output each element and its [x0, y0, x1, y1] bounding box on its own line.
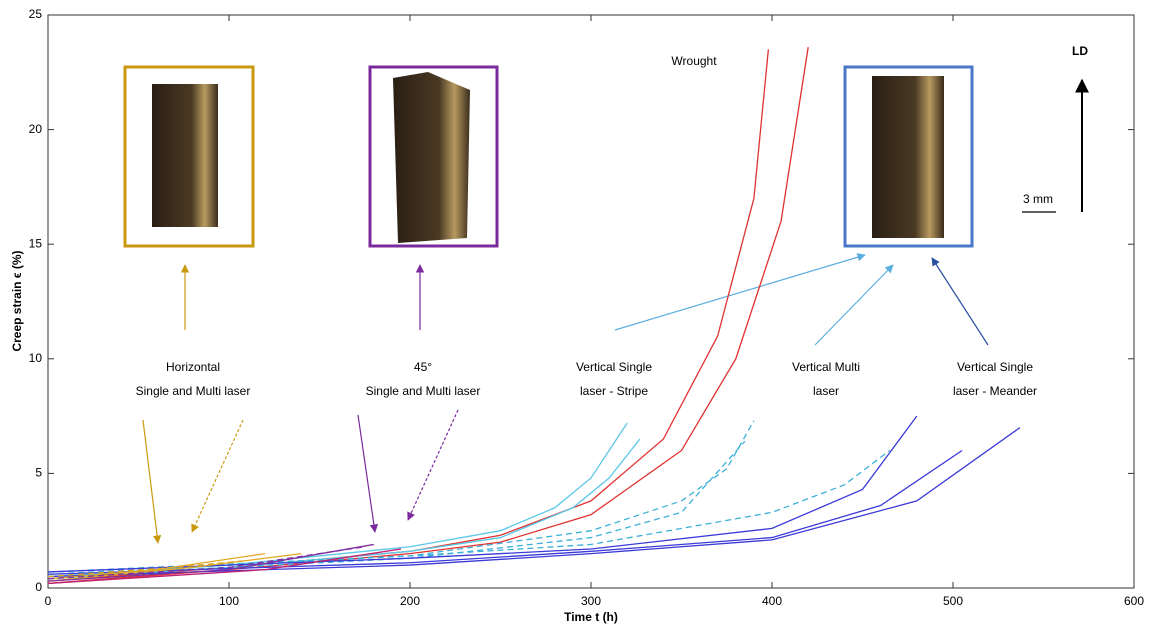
annotation: Vertical Multi	[792, 360, 860, 374]
y-tick-label: 0	[35, 580, 42, 594]
annotation: Horizontal	[166, 360, 220, 374]
x-tick-label: 100	[219, 594, 239, 608]
annotation: Vertical Single	[576, 360, 652, 374]
y-tick-label: 25	[29, 7, 43, 21]
annotation: laser - Stripe	[580, 384, 648, 398]
series-line	[48, 450, 890, 571]
annotation: 45°	[414, 360, 432, 374]
y-tick-label: 20	[29, 122, 43, 136]
series-line	[48, 421, 754, 575]
y-tick-label: 5	[35, 466, 42, 480]
y-tick-label: 10	[29, 351, 43, 365]
annotation: LD	[1072, 44, 1088, 58]
x-tick-label: 500	[943, 594, 963, 608]
annotation: Wrought	[671, 54, 717, 68]
series-line	[48, 428, 1020, 577]
annotation: 3 mm	[1023, 192, 1053, 206]
x-tick-label: 400	[762, 594, 782, 608]
y-axis-label: Creep strain ϵ (%)	[10, 250, 24, 351]
annotation: Single and Multi laser	[136, 384, 251, 398]
x-tick-label: 0	[45, 594, 52, 608]
series-line	[48, 450, 962, 574]
annotation: laser	[813, 384, 839, 398]
series-line	[48, 416, 917, 572]
x-tick-label: 200	[400, 594, 420, 608]
series-line	[48, 441, 745, 576]
x-tick-label: 600	[1124, 594, 1144, 608]
annotation: laser - Meander	[953, 384, 1037, 398]
x-tick-label: 300	[581, 594, 601, 608]
insets	[125, 67, 972, 246]
x-axis-label: Time t (h)	[564, 610, 618, 624]
annotation: Vertical Single	[957, 360, 1033, 374]
annotation: Single and Multi laser	[366, 384, 481, 398]
chart: Time t (h) Creep strain ϵ (%) 0100200300…	[0, 0, 1153, 630]
series-line	[48, 423, 627, 577]
y-tick-label: 15	[29, 236, 43, 250]
